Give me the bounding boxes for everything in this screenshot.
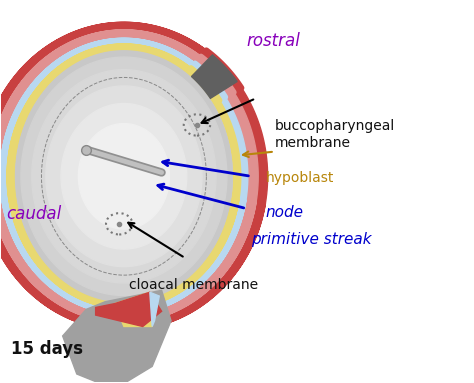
- Text: rostral: rostral: [246, 32, 301, 50]
- Polygon shape: [0, 38, 248, 314]
- Polygon shape: [46, 86, 202, 267]
- Polygon shape: [61, 103, 187, 249]
- Polygon shape: [63, 290, 171, 383]
- Text: 15 days: 15 days: [11, 340, 83, 358]
- Polygon shape: [96, 292, 162, 326]
- Polygon shape: [115, 292, 152, 326]
- Text: caudal: caudal: [6, 205, 61, 223]
- Text: buccopharyngeal
membrane: buccopharyngeal membrane: [275, 119, 395, 150]
- Text: hypoblast: hypoblast: [265, 171, 334, 185]
- Polygon shape: [7, 44, 241, 309]
- Text: primitive streak: primitive streak: [251, 232, 372, 247]
- Polygon shape: [0, 30, 258, 322]
- Text: cloacal membrane: cloacal membrane: [128, 278, 258, 291]
- Polygon shape: [0, 22, 268, 330]
- Polygon shape: [16, 51, 232, 302]
- Polygon shape: [14, 50, 234, 303]
- Polygon shape: [21, 57, 227, 296]
- Polygon shape: [191, 55, 237, 98]
- Polygon shape: [150, 292, 159, 326]
- Polygon shape: [32, 70, 216, 283]
- Text: node: node: [265, 205, 303, 220]
- Polygon shape: [78, 124, 169, 229]
